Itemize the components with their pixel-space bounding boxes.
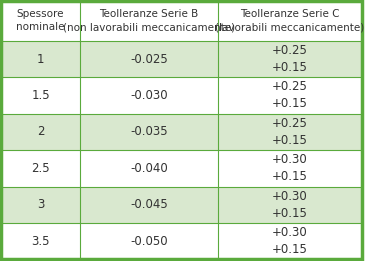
Bar: [80, 1, 218, 41]
Bar: [218, 1, 362, 41]
Bar: [1, 41, 80, 77]
Text: 1.5: 1.5: [31, 89, 50, 102]
Bar: [80, 187, 218, 223]
Text: 2: 2: [37, 125, 44, 138]
Text: -0.040: -0.040: [130, 162, 168, 175]
Text: 2.5: 2.5: [31, 162, 50, 175]
Text: 1: 1: [37, 52, 44, 66]
Bar: [1, 223, 80, 259]
Text: -0.050: -0.050: [130, 235, 168, 248]
Bar: [80, 77, 218, 114]
Bar: [218, 77, 362, 114]
Text: +0.30
+0.15: +0.30 +0.15: [272, 226, 308, 256]
Text: +0.25
+0.15: +0.25 +0.15: [272, 80, 308, 110]
Bar: [80, 223, 218, 259]
Bar: [80, 114, 218, 150]
Text: -0.030: -0.030: [130, 89, 168, 102]
Text: 3.5: 3.5: [31, 235, 50, 248]
Text: Spessore
nominale: Spessore nominale: [16, 9, 65, 32]
Bar: [1, 114, 80, 150]
Bar: [218, 223, 362, 259]
Bar: [218, 114, 362, 150]
Text: +0.30
+0.15: +0.30 +0.15: [272, 153, 308, 183]
Text: +0.30
+0.15: +0.30 +0.15: [272, 190, 308, 220]
Bar: [1, 187, 80, 223]
Text: 3: 3: [37, 198, 44, 211]
Bar: [218, 187, 362, 223]
Bar: [80, 41, 218, 77]
Bar: [1, 77, 80, 114]
Text: Teolleranze Serie B
(non lavorabili meccanicamente): Teolleranze Serie B (non lavorabili mecc…: [63, 9, 235, 32]
Text: -0.045: -0.045: [130, 198, 168, 211]
Text: +0.25
+0.15: +0.25 +0.15: [272, 117, 308, 147]
Bar: [218, 150, 362, 187]
Text: Teolleranze Serie C
(lavorabili meccanicamente): Teolleranze Serie C (lavorabili meccanic…: [215, 9, 365, 32]
Text: -0.025: -0.025: [130, 52, 168, 66]
Bar: [218, 41, 362, 77]
Bar: [80, 150, 218, 187]
Text: -0.035: -0.035: [130, 125, 168, 138]
Bar: [1, 150, 80, 187]
Bar: [1, 1, 80, 41]
Text: +0.25
+0.15: +0.25 +0.15: [272, 44, 308, 74]
